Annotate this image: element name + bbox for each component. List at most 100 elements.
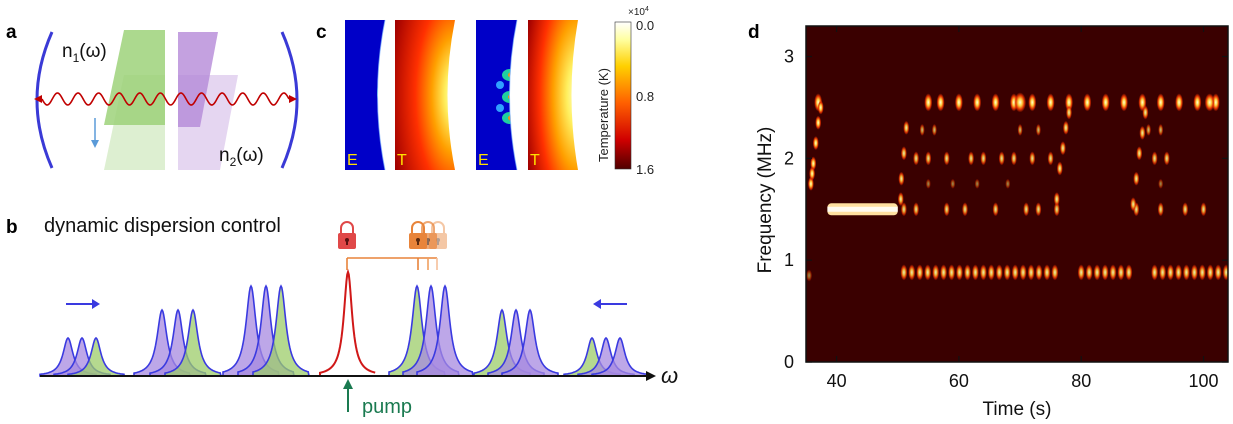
mode-peak xyxy=(164,308,223,377)
colorbar-exponent: ×104 xyxy=(628,6,649,18)
spectral-spot xyxy=(1163,151,1170,166)
spectral-spot xyxy=(900,264,908,281)
spectral-spot xyxy=(987,264,995,281)
mode-cluster xyxy=(388,284,474,377)
spectral-spot xyxy=(943,202,950,217)
mode-cluster xyxy=(563,336,649,377)
omega-label: ω xyxy=(661,363,678,388)
temperature-colorbar xyxy=(614,21,632,170)
spectral-spot xyxy=(1193,93,1202,112)
green-prism-ghost xyxy=(104,75,165,170)
spectral-spot xyxy=(998,151,1005,166)
spectral-spot xyxy=(1046,93,1055,112)
mode-cluster xyxy=(473,308,559,377)
x-tick-label: 60 xyxy=(949,371,969,391)
mode-peak xyxy=(252,284,310,377)
temperature-map-1 xyxy=(395,20,455,170)
mode-cluster xyxy=(222,284,310,377)
colorbar-tick-0: 0.0 xyxy=(636,18,654,33)
spectral-spot xyxy=(1014,92,1027,113)
spectral-spot xyxy=(924,93,933,112)
colorbar-tick-1: 0.8 xyxy=(636,89,654,104)
spectral-spot xyxy=(962,202,968,217)
temperature-map-2 xyxy=(528,20,578,170)
spectral-spot xyxy=(1053,192,1060,207)
spectrogram-features xyxy=(806,92,1228,282)
dispersion-title: dynamic dispersion control xyxy=(44,215,281,237)
spectral-spot xyxy=(1117,264,1125,281)
spectral-spot xyxy=(974,178,980,189)
spectral-spot xyxy=(897,192,904,207)
down-arrow-icon xyxy=(91,140,99,148)
spectral-spot xyxy=(1156,93,1165,112)
spectral-spot xyxy=(1151,264,1159,281)
spectral-spot xyxy=(1066,105,1072,120)
wave-arrow-right xyxy=(289,95,297,103)
spectral-spot xyxy=(1101,264,1109,281)
spectral-spot xyxy=(971,264,979,281)
spectral-spot xyxy=(1062,120,1069,135)
spectral-spot xyxy=(1190,264,1198,281)
map-label-t-2: T xyxy=(530,152,540,169)
spectral-spot xyxy=(1027,264,1035,281)
colorbar-label: Temperature (K) xyxy=(596,68,611,162)
panel-a: a n1(ω) n2(ω) xyxy=(6,22,299,170)
spectral-spot xyxy=(932,264,940,281)
e-field-map-1 xyxy=(345,20,385,170)
spectral-spot xyxy=(1158,123,1164,136)
spectral-spot xyxy=(1157,202,1164,217)
spectral-spot xyxy=(991,93,1000,112)
spectral-spot xyxy=(1101,93,1110,112)
x-tick-label: 80 xyxy=(1071,371,1091,391)
spectral-spot xyxy=(900,146,907,161)
spectral-spot xyxy=(950,178,956,189)
right-mirror xyxy=(280,31,299,169)
lock-icon-pump xyxy=(338,221,356,249)
spectral-spot xyxy=(980,151,987,166)
spectral-spot xyxy=(908,264,916,281)
spectral-spot xyxy=(1175,264,1182,281)
spectral-spot xyxy=(913,202,920,217)
y-axis-label: Frequency (MHz) xyxy=(755,127,776,274)
spectral-spot xyxy=(1053,202,1060,217)
spectral-spot xyxy=(1159,264,1167,281)
spectral-spot xyxy=(815,115,822,130)
spectral-spot xyxy=(817,100,824,115)
mode-peak xyxy=(416,284,474,377)
spectral-spot xyxy=(806,269,813,282)
spectral-spot xyxy=(1010,151,1017,166)
panel-letter-a: a xyxy=(6,22,17,43)
mode-peak xyxy=(67,336,125,377)
spectral-spot xyxy=(948,264,956,281)
spectral-spot xyxy=(1130,197,1137,212)
spectral-spot xyxy=(943,151,950,166)
spectral-spot xyxy=(1065,93,1073,112)
spectrogram-frame xyxy=(805,25,1229,363)
green-prism xyxy=(104,30,165,125)
shift-arrow-left-icon xyxy=(593,299,601,309)
spectral-spot xyxy=(1056,161,1063,176)
map-label-t-1: T xyxy=(397,152,407,169)
map-label-e-1: E xyxy=(347,152,358,169)
spectral-spot xyxy=(931,123,937,136)
panel-letter-c: c xyxy=(316,22,327,43)
lock-icon-mode-1 xyxy=(409,221,427,249)
spectral-spot xyxy=(968,151,975,166)
spectral-spot xyxy=(954,93,963,112)
mode-clusters xyxy=(39,284,649,377)
map-label-e-2: E xyxy=(478,152,489,169)
pump-arrow-icon xyxy=(343,379,353,389)
spectral-spot xyxy=(919,123,925,136)
spectral-spot xyxy=(1136,146,1143,161)
spectral-spot xyxy=(925,151,932,166)
mode-peak xyxy=(591,336,649,377)
spectral-spot xyxy=(1028,93,1037,112)
spectral-spot xyxy=(1182,202,1189,217)
e-field-map-2 xyxy=(476,20,517,170)
spectral-spot xyxy=(1125,264,1133,281)
spectral-spot xyxy=(1093,264,1101,281)
spectral-spot xyxy=(1035,202,1042,217)
purple-prism-ghost xyxy=(178,75,238,170)
spectral-spot xyxy=(903,120,910,135)
spectral-spot xyxy=(1206,264,1214,281)
